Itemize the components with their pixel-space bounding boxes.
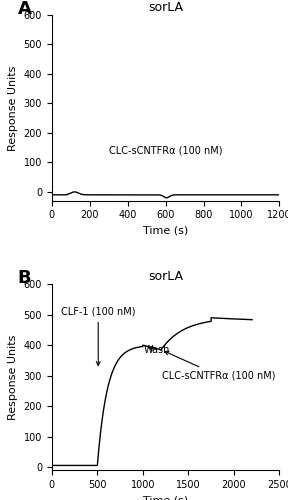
Y-axis label: Response Units: Response Units	[8, 65, 18, 150]
Title: sorLA: sorLA	[148, 270, 183, 283]
Text: A: A	[18, 0, 32, 18]
Y-axis label: Response Units: Response Units	[8, 334, 18, 420]
Text: CLC-sCNTFRα (100 nM): CLC-sCNTFRα (100 nM)	[109, 146, 222, 156]
Text: B: B	[18, 270, 31, 287]
Text: CLF-1 (100 nM): CLF-1 (100 nM)	[61, 306, 135, 366]
Text: Wash: Wash	[144, 345, 170, 355]
Text: CLC-sCNTFRα (100 nM): CLC-sCNTFRα (100 nM)	[162, 351, 275, 380]
X-axis label: Time (s): Time (s)	[143, 496, 188, 500]
Title: sorLA: sorLA	[148, 1, 183, 14]
X-axis label: Time (s): Time (s)	[143, 226, 188, 236]
